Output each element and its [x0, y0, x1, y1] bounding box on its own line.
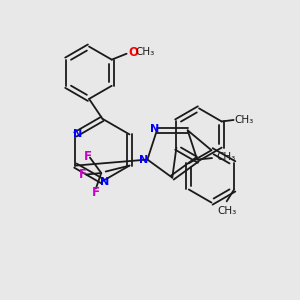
Text: N: N [100, 177, 110, 187]
Text: F: F [84, 150, 92, 163]
Text: N: N [150, 124, 159, 134]
Text: CH₃: CH₃ [217, 152, 236, 162]
Text: CH₃: CH₃ [217, 206, 236, 216]
Text: CH₃: CH₃ [136, 47, 155, 57]
Text: CH₃: CH₃ [234, 115, 254, 125]
Text: F: F [79, 168, 87, 181]
Text: F: F [92, 186, 100, 199]
Text: O: O [128, 46, 138, 59]
Text: N: N [73, 129, 83, 140]
Text: N: N [139, 155, 148, 166]
